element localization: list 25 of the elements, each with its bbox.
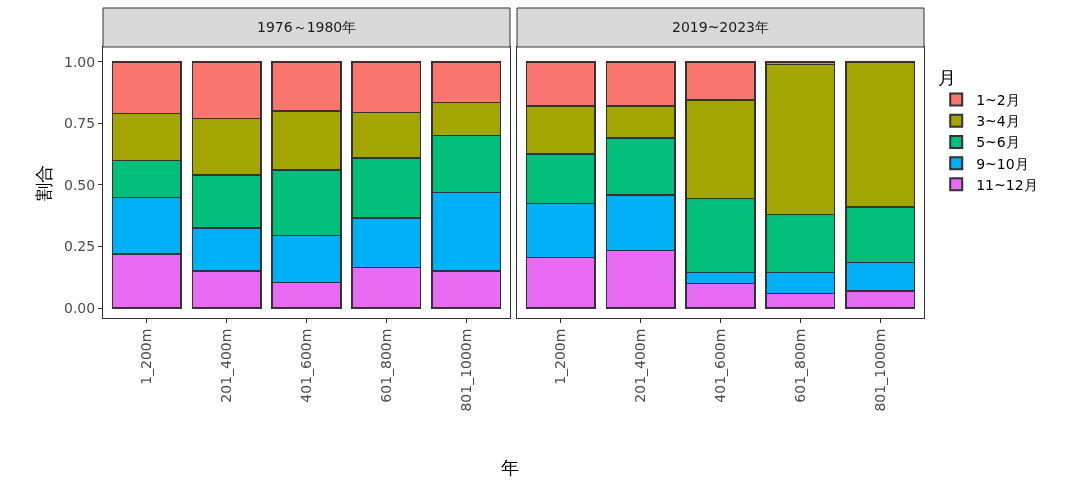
chart-title: 2019~2023年 (672, 19, 769, 35)
y-tick-label: 1.00 (64, 53, 96, 70)
x-axis-title: 年 (501, 457, 519, 478)
x-tick-label: 1_200m (552, 328, 569, 385)
x-tick-label: 201_400m (218, 328, 235, 403)
y-axis-title: 割合 (33, 164, 55, 201)
legend-label: 9~10月 (976, 155, 1029, 172)
x-tick-label: 1_200m (138, 328, 155, 385)
x-tick-label: 801_1000m (457, 328, 474, 412)
x-tick-label: 801_1000m (871, 328, 888, 412)
x-tick-label: 401_600m (298, 328, 315, 403)
legend-title: 月 (938, 66, 957, 88)
legend-label: 5~6月 (976, 134, 1020, 151)
legend-label: 1~2月 (976, 92, 1020, 109)
x-tick-label: 601_800m (377, 328, 394, 403)
x-tick-label: 201_400m (632, 328, 649, 403)
legend-label: 3~4月 (976, 113, 1020, 130)
y-tick-label: 0.00 (64, 300, 96, 317)
y-tick-label: 0.25 (64, 238, 96, 255)
chart-title: 1976～1980年 (257, 19, 357, 35)
y-tick-label: 0.75 (64, 115, 96, 132)
x-tick-label: 401_600m (712, 328, 729, 403)
y-tick-label: 0.50 (64, 176, 96, 193)
x-tick-label: 601_800m (791, 328, 808, 403)
legend-label: 11~12月 (976, 176, 1038, 193)
